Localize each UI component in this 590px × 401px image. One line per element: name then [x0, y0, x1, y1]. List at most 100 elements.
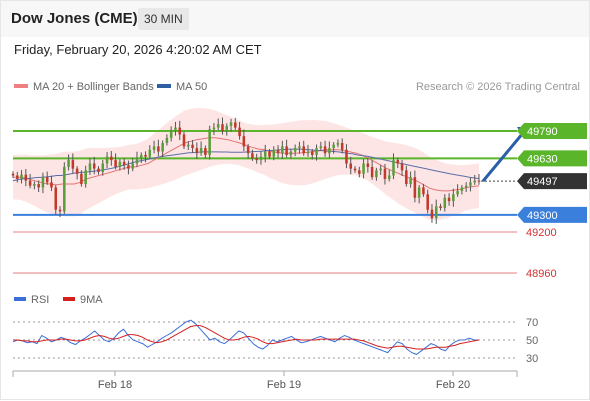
- candle: [169, 131, 173, 138]
- candle: [439, 206, 442, 208]
- candle: [122, 161, 126, 166]
- legend-bollinger-swatch: [14, 84, 28, 89]
- candle: [293, 148, 297, 152]
- level-tag-49630: [517, 150, 587, 167]
- candle: [97, 168, 100, 173]
- candle: [289, 151, 293, 155]
- level-label-49200: 49200: [526, 227, 557, 239]
- legend-rsi-swatch: [14, 297, 26, 302]
- rsi-series-rsi: [12, 319, 479, 355]
- candle: [370, 166, 374, 178]
- candle: [456, 190, 459, 195]
- candle: [165, 137, 169, 143]
- candle: [152, 146, 156, 150]
- level-tag-49497: [517, 173, 587, 190]
- candle: [148, 149, 152, 157]
- candle: [20, 174, 23, 179]
- candle: [63, 166, 66, 212]
- candle: [413, 177, 417, 198]
- candle: [242, 136, 246, 147]
- candle: [191, 144, 194, 149]
- candle: [246, 146, 250, 154]
- candle: [84, 170, 87, 185]
- timestamp: Friday, February 20, 2026 4:20:02 AM CET: [14, 42, 262, 57]
- candle: [332, 144, 335, 149]
- candle: [400, 163, 404, 171]
- candle: [131, 163, 134, 169]
- level-label-49497: 49497: [527, 176, 558, 188]
- candle: [392, 160, 395, 176]
- candle: [33, 184, 36, 186]
- candle: [340, 142, 344, 150]
- candle: [37, 184, 40, 188]
- forecast-arrow-line: [481, 132, 525, 183]
- candle: [75, 168, 79, 174]
- candle: [353, 168, 357, 171]
- candle: [396, 160, 400, 164]
- candle: [405, 170, 408, 185]
- candle: [92, 163, 96, 169]
- rsi-tick-label: 50: [526, 335, 538, 347]
- research-credit: Research © 2026 Trading Central: [415, 81, 580, 93]
- candle: [285, 146, 288, 155]
- legend-bollinger: MA 20 + Bollinger Bands: [14, 81, 154, 93]
- candle: [452, 194, 455, 202]
- candle: [24, 174, 28, 181]
- candle: [80, 173, 83, 185]
- candle: [144, 154, 147, 157]
- candle: [178, 127, 182, 135]
- candle: [251, 153, 254, 159]
- instrument-title: Dow Jones (CME): [11, 10, 138, 27]
- ma50-line: [12, 148, 480, 182]
- candle: [276, 149, 280, 154]
- level-label-49300: 49300: [527, 210, 558, 222]
- candle: [443, 197, 447, 208]
- candle: [114, 160, 117, 167]
- candle: [387, 175, 391, 179]
- candle: [319, 146, 323, 149]
- candle: [50, 182, 53, 188]
- legend-rsi-label: RSI: [31, 294, 50, 306]
- legend-9ma-label: 9MA: [80, 294, 103, 306]
- candle: [383, 168, 387, 179]
- candle: [54, 187, 58, 210]
- candle: [306, 151, 310, 154]
- candle: [469, 182, 472, 186]
- candle: [110, 156, 113, 161]
- candle: [71, 160, 75, 169]
- candle: [187, 144, 190, 147]
- legend-9ma-swatch: [63, 297, 75, 302]
- level-label-48960: 48960: [526, 268, 557, 280]
- chart-header: Dow Jones (CME) 30 MIN: [1, 1, 589, 37]
- interval-badge[interactable]: 30 MIN: [138, 8, 189, 30]
- candle: [182, 134, 186, 147]
- candle: [28, 180, 32, 186]
- level-label-49630: 49630: [527, 153, 558, 165]
- candle: [259, 156, 263, 161]
- candle: [67, 160, 70, 167]
- candle: [345, 149, 348, 164]
- candle: [477, 180, 481, 182]
- level-tag-49790: [517, 123, 587, 139]
- candle: [263, 151, 267, 157]
- candle: [225, 125, 229, 131]
- candle: [336, 142, 340, 145]
- candle: [212, 127, 216, 130]
- candle: [208, 129, 211, 155]
- candle: [139, 154, 143, 159]
- rsi-tick-label: 30: [526, 353, 538, 365]
- legend-ma50-label: MA 50: [176, 81, 208, 93]
- candle: [362, 163, 365, 174]
- candle: [272, 149, 276, 157]
- candle: [302, 146, 305, 154]
- x-tick-label: Feb 19: [267, 379, 301, 391]
- candle: [310, 151, 314, 155]
- candle: [118, 161, 122, 167]
- candle: [105, 156, 109, 164]
- candle: [174, 127, 177, 131]
- candle: [101, 163, 105, 173]
- ma20-line: [13, 137, 480, 192]
- candle: [255, 158, 258, 161]
